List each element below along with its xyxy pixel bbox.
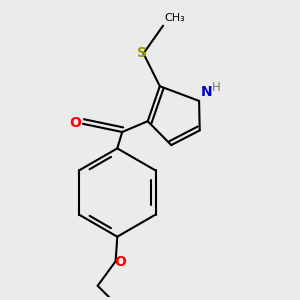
Text: O: O xyxy=(115,255,127,269)
Text: CH₃: CH₃ xyxy=(165,13,185,23)
Text: H: H xyxy=(212,81,220,94)
Text: S: S xyxy=(137,46,147,60)
Text: O: O xyxy=(69,116,81,130)
Text: N: N xyxy=(201,85,212,99)
